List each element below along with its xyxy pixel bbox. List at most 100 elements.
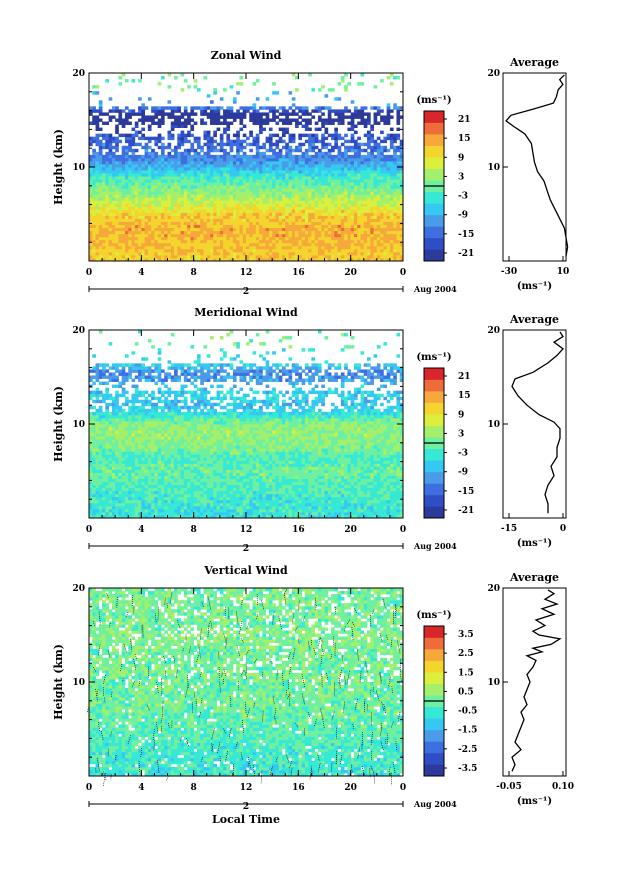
heatmap-cell — [281, 514, 286, 519]
heatmap-cell — [389, 248, 394, 253]
heatmap-cell — [121, 224, 126, 229]
heatmap-cell — [223, 148, 227, 153]
heatmap-cell — [268, 173, 273, 177]
heatmap-cell — [255, 499, 260, 504]
heatmap-cell — [213, 167, 217, 171]
heatmap-cell — [151, 227, 155, 232]
heatmap-cell — [380, 248, 384, 253]
heatmap-cell — [291, 176, 296, 180]
heatmap-cell — [363, 179, 368, 183]
heatmap-cell — [183, 221, 188, 226]
heatmap-cell — [357, 142, 361, 147]
heatmap-cell — [115, 248, 119, 253]
heatmap-cell — [213, 206, 217, 210]
heatmap-cell — [164, 179, 168, 183]
heatmap-cell — [262, 106, 267, 110]
heatmap-cell — [89, 218, 93, 222]
heatmap-cell — [239, 200, 244, 204]
heatmap-cell — [190, 182, 195, 186]
heatmap-cell — [95, 160, 100, 165]
heatmap-cell — [304, 206, 309, 210]
heatmap-cell — [396, 76, 401, 80]
heatmap-cell — [386, 248, 391, 253]
heatmap-cell — [193, 215, 198, 219]
heatmap-cell — [141, 127, 145, 132]
heatmap-cell — [376, 154, 381, 159]
heatmap-cell — [272, 221, 276, 226]
heatmap-cell — [102, 242, 106, 247]
heatmap-cell — [298, 182, 302, 186]
heatmap-cell — [95, 121, 100, 125]
heatmap-cell — [268, 148, 273, 153]
heatmap-cell — [102, 245, 106, 250]
heatmap-cell — [363, 248, 368, 253]
heatmap-cell — [154, 200, 159, 204]
heatmap-cell — [105, 511, 110, 516]
heatmap-cell — [200, 209, 204, 213]
heatmap-cell — [138, 502, 142, 507]
heatmap-cell — [344, 179, 348, 183]
heatmap-cell — [350, 254, 355, 259]
heatmap-cell — [304, 236, 309, 241]
heatmap-cell — [301, 251, 306, 256]
heatmap-cell — [216, 142, 221, 147]
heatmap-cell — [357, 200, 361, 204]
heatmap-cell — [383, 170, 388, 174]
heatmap-cell — [255, 224, 260, 229]
heatmap-cell — [298, 499, 302, 504]
heatmap-cell — [389, 115, 394, 119]
heatmap-cell — [304, 251, 309, 256]
heatmap-cell — [311, 145, 316, 150]
heatmap-cell — [295, 248, 299, 253]
heatmap-cell — [183, 203, 188, 207]
heatmap-cell — [399, 139, 404, 144]
heatmap-cell — [190, 245, 195, 250]
heatmap-cell — [321, 218, 325, 222]
heatmap-cell — [373, 215, 378, 219]
heatmap-cell — [138, 167, 142, 171]
heatmap-cell — [200, 215, 204, 219]
heatmap-cell — [393, 215, 397, 219]
heatmap-cell — [350, 191, 355, 195]
heatmap-cell — [210, 212, 214, 216]
heatmap-cell — [370, 239, 374, 244]
heatmap-cell — [177, 233, 181, 238]
heatmap-cell — [242, 215, 247, 219]
heatmap-cell — [281, 194, 286, 198]
heatmap-cell — [347, 251, 352, 256]
heatmap-cell — [389, 194, 394, 198]
heatmap-cell — [373, 505, 378, 510]
heatmap-cell — [236, 185, 240, 189]
heatmap-cell — [249, 188, 253, 192]
heatmap-cell — [281, 502, 286, 507]
heatmap-cell — [344, 511, 348, 516]
heatmap-cell — [200, 148, 204, 153]
heatmap-cell — [340, 151, 345, 156]
heatmap-cell — [360, 206, 365, 210]
heatmap-cell — [301, 236, 306, 241]
heatmap-cell — [187, 227, 191, 232]
heatmap-cell — [134, 170, 139, 174]
heatmap-cell — [259, 209, 263, 213]
heatmap-cell — [229, 148, 234, 153]
heatmap-cell — [334, 170, 338, 174]
heatmap-cell — [268, 215, 273, 219]
heatmap-cell — [376, 160, 381, 165]
heatmap-cell — [252, 194, 257, 198]
heatmap-cell — [376, 505, 381, 510]
heatmap-cell — [128, 115, 132, 119]
heatmap-cell — [249, 221, 253, 226]
heatmap-cell — [376, 167, 381, 171]
heatmap-cell — [216, 163, 221, 168]
heatmap-cell — [373, 218, 378, 222]
heatmap-cell — [167, 230, 172, 235]
heatmap-cell — [200, 239, 204, 244]
heatmap-cell — [389, 167, 394, 171]
heatmap-cell — [157, 170, 162, 174]
heatmap-cell — [108, 257, 113, 262]
heatmap-cell — [360, 185, 365, 189]
heatmap-cell — [193, 185, 198, 189]
y-tick-label: 10 — [72, 163, 85, 173]
heatmap-cell — [111, 203, 116, 207]
heatmap-cell — [183, 239, 188, 244]
